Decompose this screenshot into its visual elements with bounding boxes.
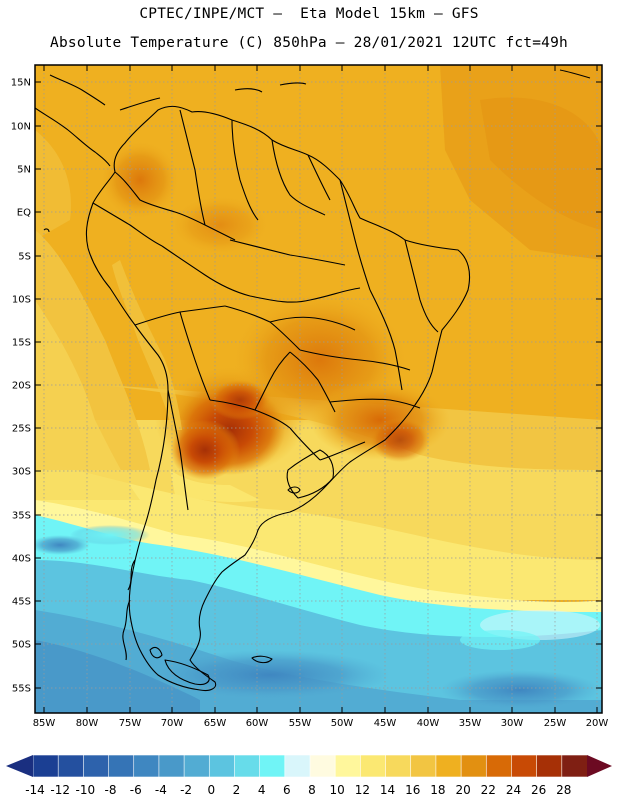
colorbar-label: -8 bbox=[105, 783, 117, 797]
colorbar-swatch bbox=[485, 754, 513, 778]
graticule bbox=[35, 65, 602, 713]
lon-label: 40W bbox=[417, 718, 440, 729]
axis-ticks bbox=[35, 65, 602, 713]
colorbar-label: 6 bbox=[283, 783, 291, 797]
temperature-map: 15N 10N 5N EQ 5S 10S 15S 20S 25S 30S 35S 40S 45S 50S 5… bbox=[11, 64, 609, 729]
colorbar-label: 22 bbox=[481, 783, 496, 797]
colorbar-label: 0 bbox=[207, 783, 215, 797]
colorbar-label: 14 bbox=[380, 783, 395, 797]
lat-label: 5N bbox=[17, 165, 31, 176]
lat-label: 45S bbox=[12, 597, 31, 608]
colorbar-label: -2 bbox=[180, 783, 192, 797]
colorbar-swatch bbox=[561, 754, 588, 778]
colorbar-swatch bbox=[133, 754, 160, 778]
lon-label: 50W bbox=[331, 718, 354, 729]
colorbar-swatch bbox=[511, 754, 538, 778]
colorbar-swatch bbox=[536, 754, 563, 778]
colorbar-label: -4 bbox=[155, 783, 167, 797]
lat-label: EQ bbox=[17, 208, 31, 219]
colorbar-swatch bbox=[410, 754, 437, 778]
lat-label: 40S bbox=[12, 554, 31, 565]
lon-label: 45W bbox=[374, 718, 397, 729]
colorbar-swatch bbox=[284, 754, 311, 778]
colorbar-label: 12 bbox=[355, 783, 370, 797]
lon-label: 35W bbox=[459, 718, 482, 729]
colorbar-label: 16 bbox=[405, 783, 420, 797]
longitude-labels: 85W 80W 75W 70W 65W 60W 55W 50W 45W 40W 35W 30W 25W 2… bbox=[33, 718, 609, 729]
colorbar-swatch bbox=[234, 754, 261, 778]
lat-label: 20S bbox=[12, 381, 31, 392]
colorbar-swatch bbox=[435, 754, 462, 778]
lat-label: 5S bbox=[18, 252, 31, 263]
lon-label: 30W bbox=[501, 718, 524, 729]
map-title-line2: Absolute Temperature (C) 850hPa – 28/01/… bbox=[50, 35, 568, 51]
lon-label: 25W bbox=[544, 718, 567, 729]
colorbar-label: 24 bbox=[506, 783, 521, 797]
lon-label: 85W bbox=[33, 718, 56, 729]
lat-label: 15S bbox=[12, 338, 31, 349]
lat-label: 15N bbox=[11, 78, 31, 89]
colorbar-swatch bbox=[259, 754, 286, 778]
colorbar-swatch bbox=[183, 754, 210, 778]
lat-label: 25S bbox=[12, 424, 31, 435]
lon-label: 65W bbox=[204, 718, 227, 729]
colorbar-swatch bbox=[32, 754, 59, 778]
colorbar-label: 28 bbox=[556, 783, 571, 797]
colorbar-swatch bbox=[158, 754, 185, 778]
colorbar-label: 2 bbox=[233, 783, 241, 797]
lat-label: 30S bbox=[12, 467, 31, 478]
colorbar-swatch bbox=[460, 754, 487, 778]
colorbar-label: -10 bbox=[76, 783, 96, 797]
colorbar-swatch bbox=[108, 754, 135, 778]
lon-label: 20W bbox=[586, 718, 609, 729]
colorbar: -14 -12 -10 -8 -6 -4 -2 0 2 4 6 8 10 12 14 16 18 20 22 24 26… bbox=[6, 754, 612, 797]
colorbar-label: -6 bbox=[130, 783, 142, 797]
coastlines-and-borders bbox=[35, 69, 591, 692]
lat-label: 50S bbox=[12, 640, 31, 651]
colorbar-label: 8 bbox=[308, 783, 316, 797]
colorbar-swatch bbox=[360, 754, 387, 778]
colorbar-label: 26 bbox=[531, 783, 546, 797]
lat-label: 10N bbox=[11, 122, 31, 133]
lon-label: 60W bbox=[246, 718, 269, 729]
colorbar-swatch bbox=[334, 754, 361, 778]
colorbar-arrow-high bbox=[587, 755, 612, 777]
map-frame bbox=[34, 64, 603, 714]
map-title-line1: CPTEC/INPE/MCT – Eta Model 15km – GFS bbox=[139, 6, 479, 22]
lon-label: 80W bbox=[76, 718, 99, 729]
colorbar-swatch bbox=[83, 754, 110, 778]
colorbar-label: -12 bbox=[50, 783, 70, 797]
colorbar-label: 10 bbox=[330, 783, 345, 797]
lon-label: 55W bbox=[289, 718, 312, 729]
colorbar-swatch bbox=[385, 754, 412, 778]
lon-label: 75W bbox=[119, 718, 142, 729]
colorbar-swatch bbox=[309, 754, 336, 778]
latitude-labels: 15N 10N 5N EQ 5S 10S 15S 20S 25S 30S 35S 40S 45S 50S 5… bbox=[11, 78, 31, 695]
colorbar-arrow-low bbox=[6, 755, 33, 777]
lat-label: 35S bbox=[12, 511, 31, 522]
colorbar-label: 4 bbox=[258, 783, 266, 797]
colorbar-label: -14 bbox=[25, 783, 45, 797]
lat-label: 55S bbox=[12, 684, 31, 695]
colorbar-label: 20 bbox=[455, 783, 470, 797]
colorbar-label: 18 bbox=[430, 783, 445, 797]
lon-label: 70W bbox=[161, 718, 184, 729]
colorbar-swatch bbox=[208, 754, 236, 778]
colorbar-swatch bbox=[57, 754, 84, 778]
temperature-field bbox=[35, 65, 602, 713]
lat-label: 10S bbox=[12, 295, 31, 306]
